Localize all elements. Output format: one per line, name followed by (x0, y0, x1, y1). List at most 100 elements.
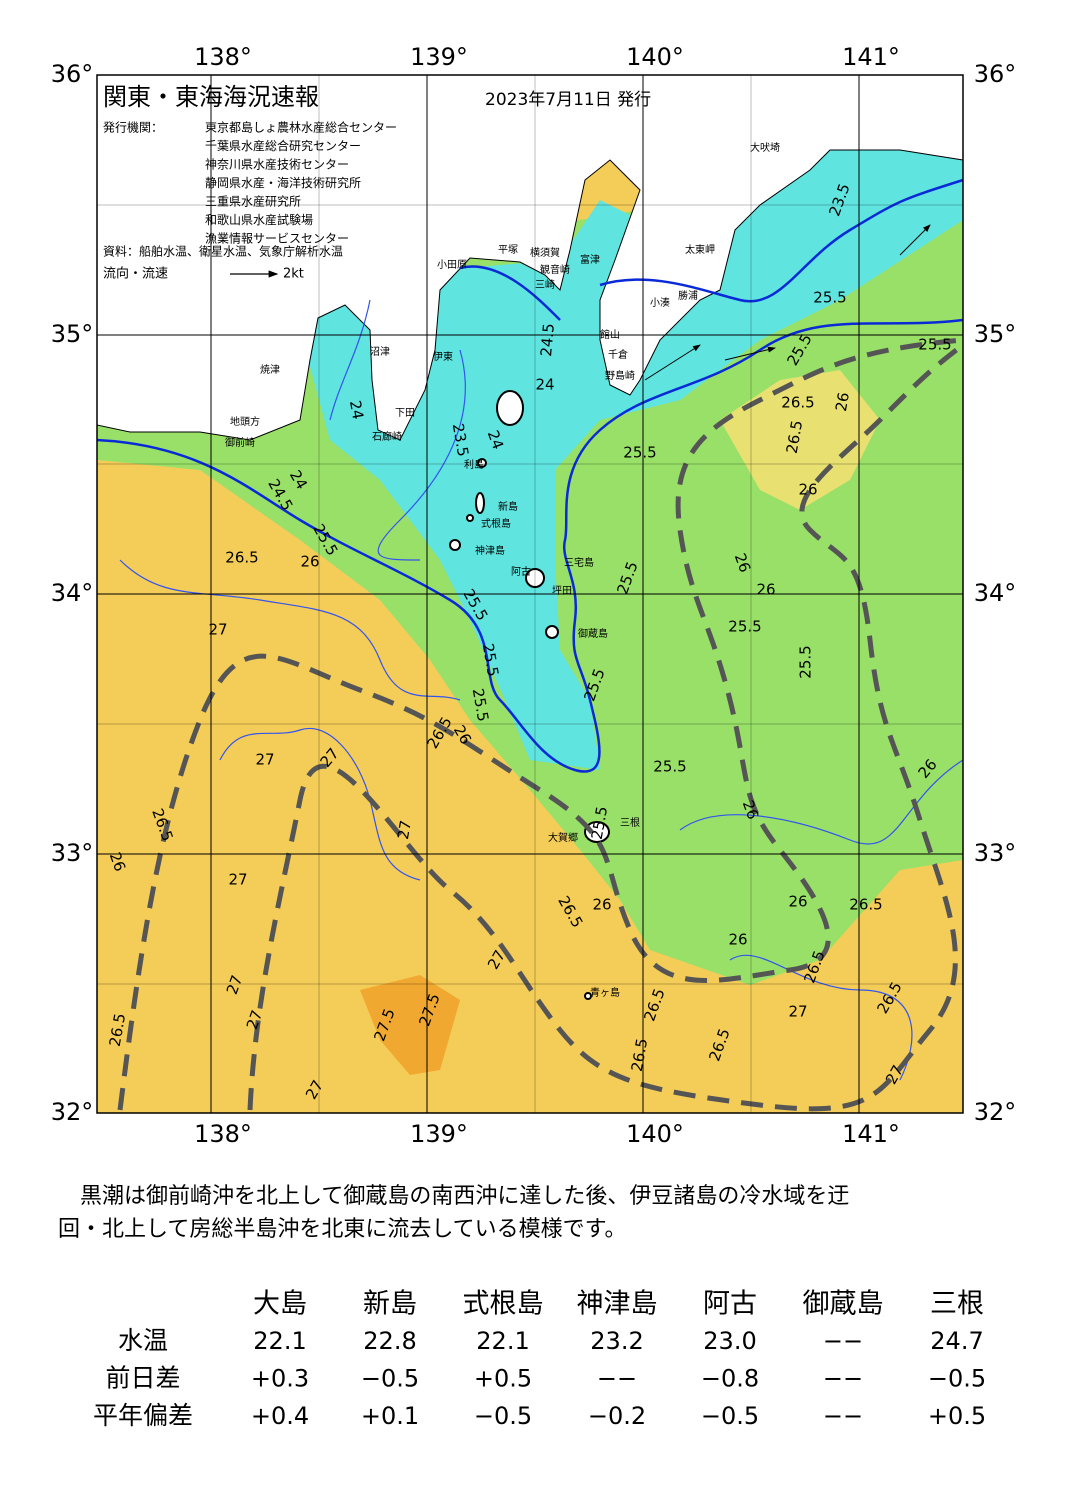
contour (219, 727, 421, 881)
table-cell: 23.2 (590, 1327, 643, 1355)
contour-label: 26 (731, 551, 754, 575)
place-name: 小田原 (437, 259, 467, 271)
table-column-header: 新島 (363, 1289, 417, 1320)
contour-label: 26.5 (225, 549, 258, 567)
table-cell: +0.4 (251, 1402, 309, 1430)
contour-label: 25.5 (588, 805, 612, 841)
table-cell: −0.5 (928, 1365, 986, 1393)
place-name: 式根島 (481, 517, 511, 530)
place-name: 横須賀 (530, 246, 560, 259)
description-line: 黒潮は御前崎沖を北上して御蔵島の南西沖に達した後、伊豆諸島の冷水域を迂 (58, 1184, 849, 1209)
contour-label: 24 (535, 376, 554, 394)
issuer: 東京都島しょ農林水産総合センター (205, 120, 397, 135)
table-cell: +0.3 (251, 1365, 309, 1393)
table-cell: −0.2 (588, 1402, 646, 1430)
description-line: 回・北上して房総半島沖を北東に流去している模様です。 (58, 1217, 626, 1242)
contour (329, 299, 371, 421)
contour-label: 26.5 (106, 1012, 130, 1048)
lon-label: 139° (410, 1120, 468, 1148)
table-cell: −− (823, 1402, 863, 1430)
table-cell: 22.8 (363, 1327, 416, 1355)
lat-label: 34° (51, 579, 94, 607)
contour-label: 27 (208, 621, 227, 639)
contour-label: 24 (484, 428, 507, 452)
contour-label: 26.5 (849, 896, 882, 914)
place-name: 館山 (600, 328, 620, 341)
contour (377, 349, 466, 561)
island (584, 821, 610, 843)
table-cell: −− (823, 1365, 863, 1393)
dashed-line (117, 337, 964, 1111)
island (496, 390, 524, 426)
legend-scale: 2kt (283, 267, 304, 282)
table-column-header: 阿古 (703, 1289, 757, 1320)
table-row-label: 水温 (118, 1326, 168, 1355)
islands (449, 390, 610, 1000)
flow-arrow (724, 346, 776, 361)
island (545, 625, 559, 639)
place-name: 焼津 (260, 364, 280, 376)
contour-label: 25.5 (728, 618, 761, 636)
sea-orange (360, 975, 460, 1075)
place-name: 地頭方 (230, 415, 260, 428)
place-name: 神津島 (475, 544, 505, 557)
place-name: 青ヶ島 (590, 986, 620, 999)
place-name: 勝浦 (678, 289, 698, 302)
place-name: 平塚 (498, 244, 518, 256)
table-column-header: 式根島 (463, 1289, 544, 1320)
contour-label: 24.5 (537, 323, 558, 358)
lat-label: 34° (974, 579, 1017, 607)
table-column-header: 神津島 (577, 1289, 658, 1320)
contour-label: 26.5 (783, 419, 807, 455)
legend-label: 流向・流速 (103, 266, 168, 282)
contour-label: 27 (243, 1008, 266, 1032)
place-name: 野島崎 (605, 369, 635, 382)
place-name: 阿古 (511, 565, 531, 578)
place-name: 大賀郷 (548, 831, 578, 844)
contour-label: 27 (228, 871, 247, 889)
lon-label: 140° (626, 43, 684, 71)
island (525, 568, 545, 588)
kuroshio-line (96, 318, 964, 773)
place-name: 石廊崎 (372, 430, 402, 443)
table-cell: −0.5 (701, 1402, 759, 1430)
place-name: 三崎 (535, 278, 555, 291)
contour-label: 23.5 (449, 422, 473, 458)
dashed-line (247, 343, 965, 1112)
issuer: 千葉県水産総合研究センター (205, 138, 361, 153)
table-cell: −0.8 (701, 1365, 759, 1393)
contour-label: 27 (788, 1003, 807, 1021)
table-cell: −0.5 (361, 1365, 419, 1393)
contour-label: 26.5 (781, 394, 814, 412)
table-column-header: 大島 (253, 1289, 307, 1320)
lon-label: 139° (410, 43, 468, 71)
contour-label: 26 (728, 931, 747, 949)
contour-label: 24 (346, 399, 367, 421)
table-cell: +0.5 (474, 1365, 532, 1393)
contour-label: 25.5 (918, 336, 951, 354)
table-cell: +0.5 (928, 1402, 986, 1430)
contour-label: 25.5 (797, 645, 815, 678)
table-column-header: 御蔵島 (803, 1289, 884, 1320)
lat-label: 32° (974, 1098, 1017, 1126)
contour-label: 26 (739, 798, 762, 822)
table-row-label: 前日差 (105, 1364, 180, 1393)
table-cell: −− (597, 1365, 637, 1393)
contour-label: 25.5 (813, 289, 846, 307)
contour-label: 25.5 (653, 758, 686, 776)
place-name: 下田 (395, 408, 415, 419)
issuer: 三重県水産研究所 (205, 194, 301, 209)
sources: 資料：船舶水温、衛星水温、気象庁解析水温 (103, 244, 343, 259)
land (96, 74, 964, 441)
place-name: 太東岬 (685, 243, 715, 256)
lat-label: 33° (51, 839, 94, 867)
contour-label: 26 (798, 481, 817, 499)
place-name: 利島 (464, 458, 484, 471)
contour-label: 26 (300, 553, 319, 571)
lat-label: 32° (51, 1098, 94, 1126)
issuer: 和歌山県水産試験場 (205, 212, 313, 227)
place-name: 新島 (498, 500, 518, 513)
place-name: 沼津 (370, 345, 390, 358)
lat-label: 36° (51, 60, 94, 88)
